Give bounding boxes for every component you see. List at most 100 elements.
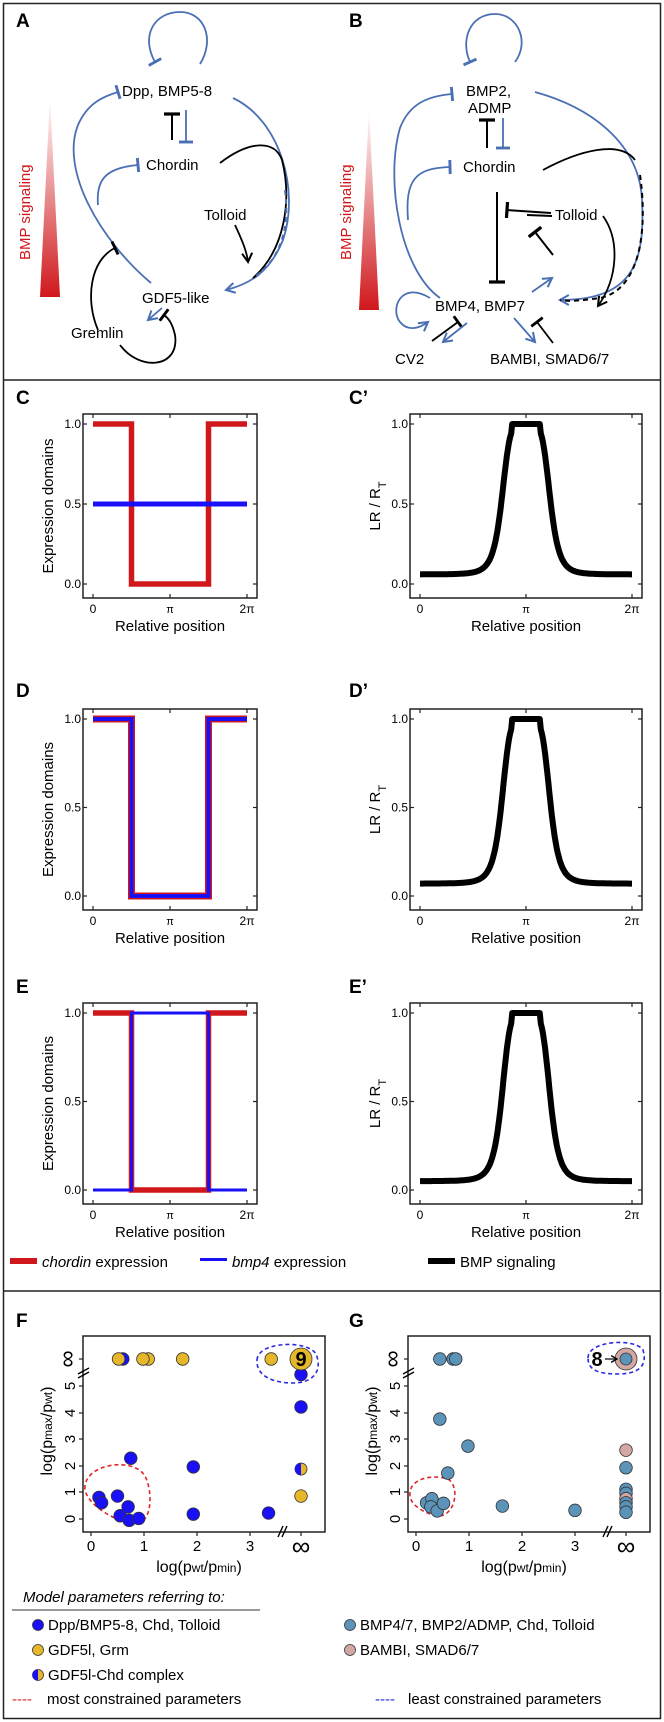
y-tick-label: 4 [62, 1409, 79, 1417]
series-bmp-signaling [418, 716, 634, 887]
x-axis-label-part: wt [191, 1561, 205, 1575]
y-tick-label: ∞ [54, 1350, 81, 1367]
edge-bmp4-self [395, 291, 431, 332]
chart-cp: C’ 0.0 0.5 1.0 0 π 2π Relative position LR / RT [349, 388, 643, 635]
legend-most-constrained: most constrained parameters [47, 1691, 241, 1708]
data-point [495, 1499, 510, 1513]
edge-gdf5-chordin [96, 157, 141, 206]
x-axis-label: Relative position [471, 1224, 581, 1241]
x-tick-label: 0 [90, 914, 97, 928]
series-bmp-signaling [418, 1010, 634, 1185]
legend-label-italic: bmp4 [232, 1254, 270, 1271]
x-tick-label: 1 [140, 1538, 148, 1555]
y-axis-label: LR / RT [367, 1079, 389, 1129]
x-tick-label: π [166, 1210, 174, 1222]
legend-label: GDF5l, Grm [48, 1642, 129, 1659]
legend-item: chordin expression [10, 1254, 168, 1271]
y-axis-label: Expression domains [40, 742, 57, 877]
x-tick-label: π [522, 916, 530, 928]
x-tick-label: 2π [625, 602, 640, 616]
node-bmp2: BMP2, [466, 83, 511, 100]
panel-label-b: B [349, 11, 363, 32]
panel-label-a: A [16, 11, 30, 32]
x-axis-label-part: wt [516, 1561, 530, 1575]
y-axis-label-part: max [41, 1417, 55, 1440]
gradient-label-a: BMP signaling [17, 164, 34, 260]
y-tick-label: 0.5 [391, 1095, 408, 1109]
x-tick-label: 0 [412, 1538, 420, 1555]
legend-item: bmp4 expression [200, 1254, 346, 1271]
y-tick-label: 1 [62, 1488, 79, 1496]
y-tick-label: 5 [62, 1382, 79, 1390]
profile-legend: chordin expression bmp4 expression BMP sig… [10, 1254, 556, 1271]
y-tick-label: ∞ [379, 1350, 406, 1367]
profile-charts: C 0.0 0.5 1.0 0 π 2π Relative position Expressio… [16, 388, 643, 1241]
y-axis-label: LR / RT [367, 481, 389, 531]
legend-label-text: expression [270, 1254, 347, 1271]
chart-c: C 0.0 0.5 1.0 0 π 2π Relative position Expressio… [16, 388, 258, 635]
edge-bmp4-bmp2 [393, 86, 455, 299]
data-point [94, 1496, 109, 1510]
y-axis-label: log(pmax/pwt) [39, 1387, 56, 1476]
legend-item: Dpp/BMP5-8, Chd, Tolloid [32, 1617, 220, 1634]
x-tick-label: 0 [90, 1208, 97, 1222]
chart-d: D 0.0 0.5 1.0 0 π 2π Relative position Expressio… [16, 681, 258, 947]
panel-a: A BMP signaling Dpp, BMP5-8 Chordin Toll… [16, 11, 290, 364]
legend-swatch [200, 1258, 227, 1261]
node-cv2: CV2 [395, 351, 424, 368]
data-point [619, 1505, 633, 1519]
y-tick-label: 0 [62, 1515, 79, 1523]
x-axis-break [277, 1525, 288, 1538]
plot-frame [82, 708, 258, 911]
chart-ep: E’ 0.0 0.5 1.0 0 π 2π Relative position LR / RT [349, 977, 643, 1241]
panel-label-e: E [16, 977, 29, 998]
panel-label-cp: C’ [349, 388, 368, 409]
data-point [261, 1506, 276, 1520]
y-tick-label: 3 [387, 1435, 404, 1443]
node-chordin-a: Chordin [146, 157, 199, 174]
chart-e: E 0.0 0.5 1.0 0 π 2π Relative position Expressio… [16, 977, 258, 1241]
most-constrained-outline [409, 1476, 456, 1517]
y-axis-label-part: log(p [364, 1440, 381, 1476]
x-tick-label: π [522, 1210, 530, 1222]
legend-item: BAMBI, SMAD6/7 [344, 1642, 479, 1659]
edge-cv2-inhibit [431, 315, 464, 342]
panel-b: B BMP signaling BMP2, ADMP Chordin Tollo… [338, 11, 644, 368]
x-axis-label: Relative position [115, 1224, 225, 1241]
data-point [461, 1439, 475, 1453]
y-tick-label: 0.0 [64, 577, 81, 591]
data-point [264, 1352, 278, 1366]
plot-frame [409, 413, 643, 599]
x-axis-label-part: log(p [156, 1559, 192, 1576]
legend-label: bmp4 expression [232, 1254, 346, 1271]
node-admp: ADMP [468, 100, 511, 117]
edge-bmp4-cv2 [441, 322, 468, 344]
panel-label-dp: D’ [349, 681, 368, 702]
node-gremlin: Gremlin [71, 325, 124, 342]
legend-label: BMP signaling [460, 1254, 556, 1271]
node-tolloid-a: Tolloid [204, 207, 247, 224]
series-chordin [93, 421, 247, 587]
panel-label-g: G [349, 1311, 364, 1332]
y-tick-label: 1.0 [391, 712, 408, 726]
y-axis-label: Expression domains [40, 1036, 57, 1171]
x-axis-label: Relative position [471, 618, 581, 635]
legend-marker [344, 1644, 356, 1656]
data-point [110, 1489, 125, 1503]
x-axis-label-part: /p [529, 1559, 542, 1576]
y-axis-label: Expression domains [40, 438, 57, 573]
least-constrained-outline [587, 1341, 645, 1375]
data-point [124, 1451, 138, 1465]
legend-swatch [10, 1258, 37, 1264]
gradient-label-b: BMP signaling [338, 164, 355, 260]
data-point [568, 1503, 582, 1518]
legend-label: BAMBI, SMAD6/7 [360, 1642, 479, 1659]
edge-chordin-arc-b [542, 148, 636, 171]
y-tick-label: 0.5 [64, 801, 81, 815]
y-axis-label: log(pmax/pwt) [364, 1387, 381, 1476]
plot-frame [409, 708, 643, 911]
edge-gdf5-gremlin [146, 307, 163, 322]
cluster-count-label: 9 [295, 1349, 306, 1371]
node-bmp4-bmp7: BMP4, BMP7 [435, 298, 525, 315]
series-bmp4 [93, 1011, 247, 1192]
